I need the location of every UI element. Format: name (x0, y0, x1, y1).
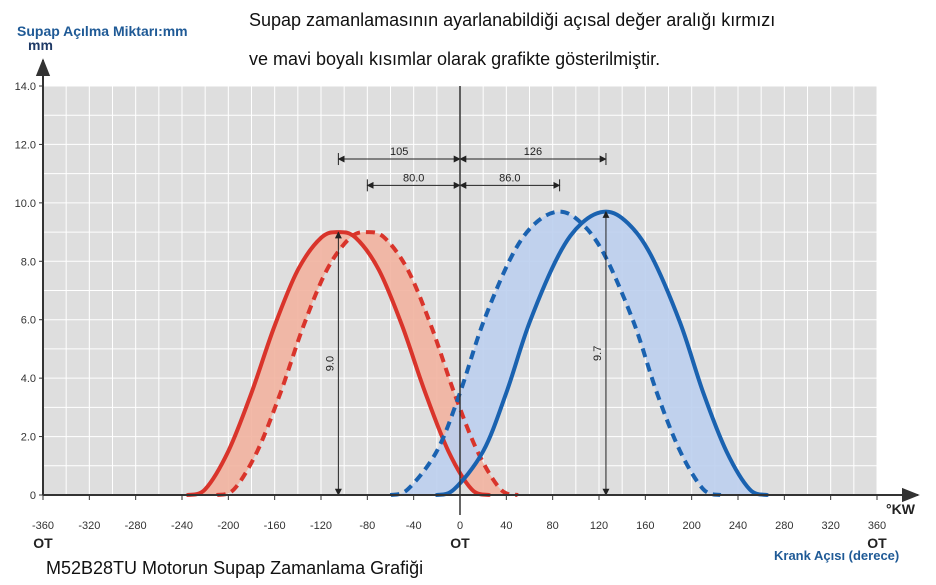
dimension-annotations: 105 80.0 126 86.0 9.0 9.7 (324, 146, 610, 496)
title-line-2: ve mavi boyalı kısımlar olarak grafikte … (249, 49, 660, 69)
lift-curve-1 (216, 230, 519, 497)
y-tick-label: 0 (30, 490, 36, 502)
y-axis-unit: mm (28, 37, 53, 53)
dimension-label-2: 126 (524, 146, 542, 158)
x-tick-label: 200 (682, 520, 700, 532)
x-tick-label: 360 (868, 520, 886, 532)
axes (35, 58, 920, 515)
x-axis-label: Krank Açısı (derece) (774, 548, 899, 563)
y-tick-label: 10.0 (15, 198, 36, 210)
dimension-label-1: 80.0 (403, 172, 424, 184)
x-tick-label: 40 (500, 520, 512, 532)
x-tick-label: -240 (171, 520, 193, 532)
x-tick-label: 0 (457, 520, 463, 532)
y-tick-label: 4.0 (21, 373, 36, 385)
y-tick-labels: 0 2.0 4.0 6.0 8.0 10.0 12.0 14.0 (15, 81, 43, 502)
title-line-1: Supap zamanlamasının ayarlanabildiği açı… (249, 10, 775, 30)
x-tick-label: 280 (775, 520, 793, 532)
x-tick-label: -280 (125, 520, 147, 532)
x-tick-label: -120 (310, 520, 332, 532)
y-tick-label: 2.0 (21, 432, 36, 444)
y-tick-label: 8.0 (21, 256, 36, 268)
x-tick-labels: -360 -320 -280 -240 -200 -160 -120 -80 -40 0 40 80 1… (32, 495, 887, 551)
x-axis-unit: °KW (886, 501, 916, 517)
x-tick-label: -320 (78, 520, 100, 532)
x-tick-label: 240 (729, 520, 747, 532)
y-axis-label: Supap Açılma Miktarı:mm (17, 23, 188, 39)
x-tick-label: -200 (217, 520, 239, 532)
ot-label: OT (867, 535, 887, 551)
x-tick-label: -160 (264, 520, 286, 532)
chart-caption: M52B28TU Motorun Supap Zamanlama Grafiği (46, 558, 423, 578)
dimension-label-3: 86.0 (499, 172, 520, 184)
ot-label: OT (450, 535, 470, 551)
range-fill-2 (390, 211, 767, 495)
lift-label-4: 9.0 (324, 356, 336, 371)
y-tick-label: 14.0 (15, 81, 36, 93)
x-tick-label: -360 (32, 520, 54, 532)
y-tick-label: 6.0 (21, 315, 36, 327)
x-tick-label: 120 (590, 520, 608, 532)
x-tick-label: -80 (359, 520, 375, 532)
x-tick-label: 80 (547, 520, 559, 532)
x-tick-label: -40 (406, 520, 422, 532)
lift-label-5: 9.7 (592, 346, 604, 361)
y-tick-label: 12.0 (15, 139, 36, 151)
ot-label: OT (33, 535, 53, 551)
x-tick-label: 320 (821, 520, 839, 532)
dimension-label-0: 105 (390, 146, 408, 158)
x-tick-label: 160 (636, 520, 654, 532)
